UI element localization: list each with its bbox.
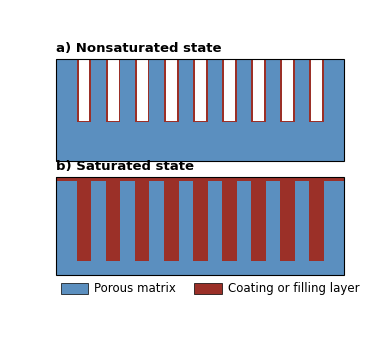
- Bar: [224, 59, 235, 121]
- Bar: [310, 59, 324, 122]
- Text: Coating or filling layer: Coating or filling layer: [228, 282, 359, 295]
- Bar: [106, 181, 120, 262]
- Text: Porous matrix: Porous matrix: [94, 282, 176, 295]
- Bar: [193, 181, 208, 262]
- Bar: [61, 282, 88, 294]
- Bar: [310, 181, 324, 262]
- Bar: [56, 59, 344, 161]
- Bar: [135, 181, 149, 262]
- Text: a) Nonsaturated state: a) Nonsaturated state: [56, 42, 222, 55]
- Bar: [79, 59, 90, 121]
- Bar: [282, 59, 293, 121]
- Bar: [280, 181, 295, 262]
- Bar: [251, 181, 266, 262]
- Bar: [137, 59, 148, 121]
- Bar: [193, 59, 208, 122]
- Bar: [77, 59, 91, 122]
- Bar: [164, 59, 179, 122]
- Text: b) Saturated state: b) Saturated state: [56, 160, 194, 173]
- Bar: [108, 59, 118, 121]
- Bar: [280, 59, 295, 122]
- Bar: [253, 59, 264, 121]
- Bar: [222, 59, 237, 122]
- Bar: [135, 59, 149, 122]
- Bar: [166, 59, 177, 121]
- Bar: [251, 59, 266, 122]
- Bar: [194, 282, 222, 294]
- Bar: [106, 59, 120, 122]
- Bar: [222, 181, 237, 262]
- Bar: [77, 181, 91, 262]
- Bar: [195, 59, 206, 121]
- Bar: [56, 59, 344, 161]
- Bar: [56, 177, 344, 181]
- Bar: [164, 181, 179, 262]
- Bar: [56, 177, 344, 275]
- Bar: [56, 177, 344, 275]
- Bar: [311, 59, 322, 121]
